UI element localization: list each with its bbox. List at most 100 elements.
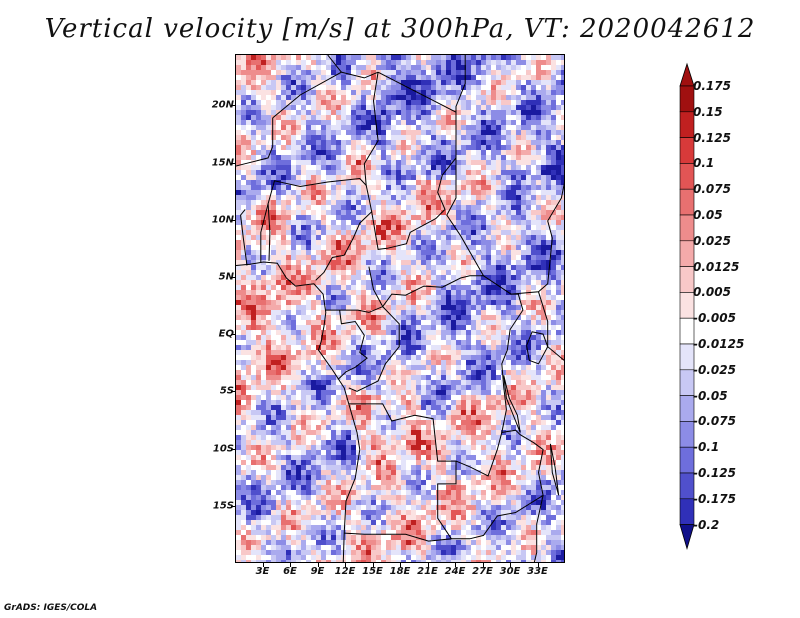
- lat-tick-label: 20N: [211, 99, 234, 111]
- lon-tick-label: 30E: [499, 566, 521, 577]
- velocity-field-layer: [236, 55, 564, 562]
- lat-tick-label: 5N: [218, 271, 234, 283]
- border-line: [236, 117, 274, 167]
- colorbar-swatch: [679, 498, 695, 525]
- border-line: [446, 157, 564, 295]
- lon-tick-label: 33E: [527, 566, 548, 577]
- lon-tick-mark: [400, 563, 401, 567]
- country-borders: [236, 55, 564, 562]
- border-line: [503, 375, 521, 433]
- border-line: [538, 291, 564, 361]
- lon-tick-mark: [345, 563, 346, 567]
- colorbar: [679, 62, 695, 551]
- border-line: [327, 55, 342, 73]
- colorbar-level-label: 0.1: [693, 156, 715, 171]
- colorbar-level-label: 0.175: [693, 79, 731, 93]
- border-line: [260, 203, 269, 262]
- lat-tick-label: 10S: [212, 443, 234, 455]
- map-panel: [235, 54, 565, 563]
- border-line: [451, 429, 544, 540]
- colorbar-swatch: [679, 266, 695, 293]
- colorbar-swatch: [679, 111, 695, 138]
- colorbar-level-label: -0.075: [693, 414, 736, 429]
- lat-tick-mark: [231, 391, 235, 393]
- colorbar-level-label: 0.0125: [693, 259, 740, 274]
- colorbar-swatch: [679, 369, 695, 396]
- border-line: [338, 310, 368, 380]
- colorbar-level-label: -0.175: [693, 491, 736, 506]
- colorbar-swatch: [679, 85, 695, 113]
- lon-tick-mark: [537, 563, 539, 567]
- plot-title: Vertical velocity [m/s] at 300hPa, VT: 2…: [44, 14, 756, 44]
- colorbar-swatch: [679, 446, 695, 474]
- lat-tick-label: 5S: [219, 385, 234, 397]
- lon-tick-label: 18E: [389, 566, 411, 577]
- border-line: [344, 403, 457, 542]
- colorbar-level-label: 0.15: [693, 104, 723, 119]
- lon-tick-label: 24E: [444, 566, 466, 577]
- vertical-velocity-field: [236, 55, 564, 562]
- colorbar-swatch: [679, 188, 695, 216]
- lon-tick-mark: [482, 563, 484, 567]
- border-line: [363, 72, 379, 186]
- lat-tick-label: 10N: [211, 214, 234, 226]
- colorbar-swatch: [679, 395, 695, 422]
- colorbar-swatch: [679, 292, 695, 319]
- lat-tick-mark: [231, 277, 235, 279]
- border-line: [501, 293, 524, 433]
- colorbar-upper-extend: [679, 62, 695, 87]
- lon-tick-mark: [427, 563, 429, 567]
- lat-tick-mark: [231, 105, 235, 107]
- border-line: [348, 306, 400, 392]
- lat-tick-mark: [231, 219, 235, 221]
- colorbar-level-label: -0.1: [693, 440, 720, 455]
- lat-tick-mark: [231, 334, 235, 336]
- lon-tick-mark: [372, 563, 374, 567]
- colorbar-level-label: 0.075: [693, 182, 731, 197]
- lon-tick-label: 27E: [472, 566, 493, 577]
- colorbar-level-label: -0.005: [693, 311, 736, 326]
- lon-tick-label: 9E: [310, 566, 325, 577]
- lon-tick-label: 21E: [417, 566, 438, 577]
- colorbar-level-label: -0.0125: [693, 337, 745, 351]
- lat-tick-mark: [231, 505, 235, 507]
- colorbar-level-label: 0.125: [693, 130, 731, 145]
- lat-tick-mark: [231, 162, 235, 164]
- border-line: [325, 306, 383, 313]
- lat-tick-label: 15S: [212, 500, 234, 512]
- lon-tick-label: 12E: [334, 566, 356, 577]
- lon-tick-mark: [510, 563, 511, 567]
- border-line: [267, 177, 373, 281]
- lon-tick-mark: [455, 563, 456, 567]
- colorbar-level-label: 0.05: [693, 208, 723, 222]
- lon-tick-label: 6E: [283, 566, 297, 577]
- colorbar-level-label: -0.2: [693, 517, 720, 532]
- border-line: [533, 495, 544, 562]
- grads-credit: GrADS: IGES/COLA: [4, 603, 98, 613]
- colorbar-swatch: [679, 137, 695, 164]
- colorbar-swatch: [679, 472, 695, 500]
- border-line: [236, 261, 361, 562]
- lon-tick-label: 15E: [362, 566, 383, 577]
- colorbar-level-label: -0.125: [693, 466, 736, 480]
- border-line: [371, 71, 457, 250]
- colorbar-level-label: 0.025: [693, 233, 731, 248]
- lat-tick-label: EQ: [218, 328, 234, 340]
- colorbar-swatch: [679, 163, 695, 190]
- colorbar-level-label: -0.025: [693, 362, 736, 377]
- lon-tick-label: 3E: [255, 566, 270, 577]
- colorbar-lower-extend: [679, 524, 695, 551]
- colorbar-level-label: -0.05: [693, 388, 728, 403]
- border-line: [549, 443, 560, 496]
- colorbar-swatch: [679, 421, 695, 448]
- border-line: [240, 209, 248, 266]
- lon-tick-mark: [290, 563, 291, 567]
- colorbar-level-label: 0.005: [693, 285, 731, 300]
- colorbar-swatch: [679, 214, 695, 242]
- lat-tick-label: 15N: [211, 157, 234, 169]
- lon-tick-mark: [317, 563, 319, 567]
- border-line: [368, 266, 484, 308]
- lat-tick-mark: [231, 448, 235, 450]
- border-line: [455, 55, 466, 113]
- colorbar-swatch: [679, 240, 695, 267]
